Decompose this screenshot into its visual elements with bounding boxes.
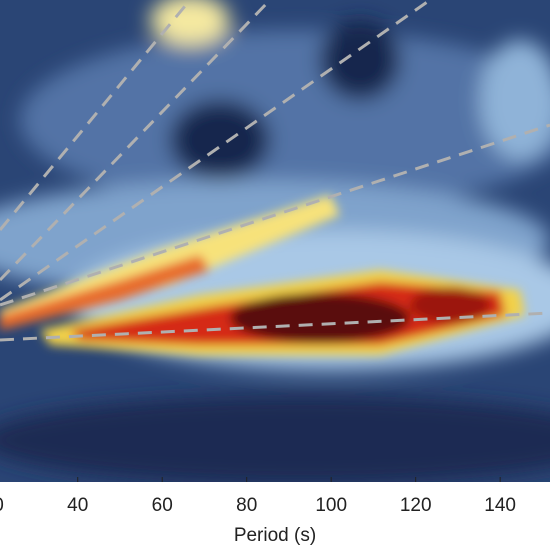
x-tick-label: 120 [400,495,432,516]
x-tick-label: 40 [67,495,88,516]
x-tick-label: 140 [484,495,516,516]
x-tick-label: 20 [0,495,4,516]
x-tick-label: 80 [236,495,257,516]
x-tick-label: 60 [152,495,173,516]
x-axis-label: Period (s) [234,525,316,546]
heatmap [0,0,550,482]
x-tick-label: 100 [315,495,347,516]
dispersion-curves [0,0,550,342]
